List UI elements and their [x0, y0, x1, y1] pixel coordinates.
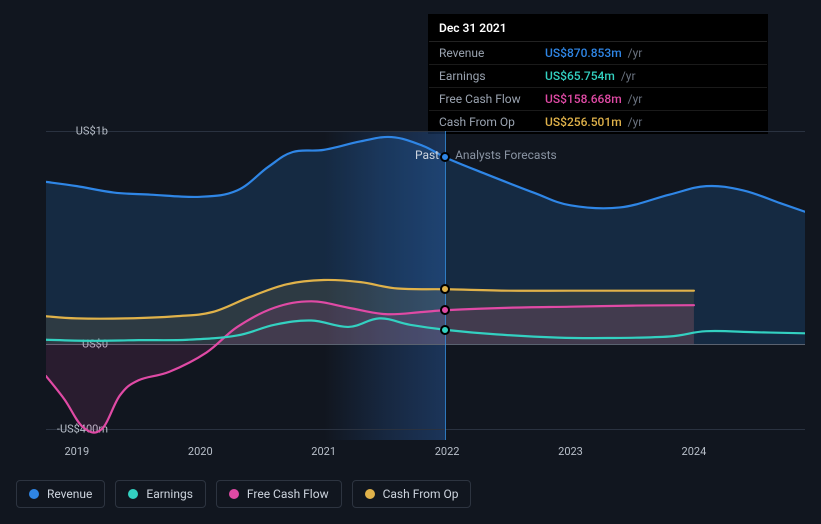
tooltip-value: US$158.668m [545, 92, 622, 106]
legend-label: Free Cash Flow [247, 487, 329, 501]
section-label-past: Past [415, 148, 439, 162]
tooltip-value: US$870.853m [545, 46, 622, 60]
hover-tooltip: Dec 31 2021 Revenue US$870.853m /yr Earn… [428, 14, 768, 134]
legend-item-earnings[interactable]: Earnings [115, 480, 206, 508]
tooltip-unit: /yr [621, 69, 636, 83]
hover-marker-revenue [440, 152, 450, 162]
tooltip-value: US$65.754m [545, 69, 615, 83]
x-axis-label: 2020 [188, 445, 213, 458]
tooltip-unit: /yr [628, 92, 643, 106]
legend-label: Cash From Op [383, 487, 459, 501]
tooltip-label: Earnings [439, 69, 539, 83]
x-axis-label: 2021 [311, 445, 336, 458]
x-axis-label: 2023 [558, 445, 583, 458]
tooltip-row-earnings: Earnings US$65.754m /yr [429, 65, 767, 88]
financials-chart[interactable]: US$1bUS$0-US$400m20192020202120222023202… [16, 120, 805, 460]
tooltip-unit: /yr [628, 46, 643, 60]
x-axis-label: 2024 [682, 445, 707, 458]
plot-area[interactable]: US$1bUS$0-US$400m20192020202120222023202… [46, 120, 805, 440]
series-svg [46, 120, 805, 440]
legend-dot [229, 489, 239, 499]
hover-marker-cash_op [440, 284, 450, 294]
tooltip-row-revenue: Revenue US$870.853m /yr [429, 42, 767, 65]
legend-item-revenue[interactable]: Revenue [16, 480, 105, 508]
legend-label: Earnings [146, 487, 193, 501]
legend-item-cashop[interactable]: Cash From Op [352, 480, 472, 508]
x-axis-label: 2022 [435, 445, 460, 458]
hover-marker-fcf [440, 305, 450, 315]
hover-marker-earnings [440, 325, 450, 335]
legend-dot [128, 489, 138, 499]
tooltip-label: Revenue [439, 46, 539, 60]
legend-item-fcf[interactable]: Free Cash Flow [216, 480, 342, 508]
legend: Revenue Earnings Free Cash Flow Cash Fro… [16, 480, 471, 508]
tooltip-date: Dec 31 2021 [429, 15, 767, 42]
tooltip-label: Free Cash Flow [439, 92, 539, 106]
tooltip-row-fcf: Free Cash Flow US$158.668m /yr [429, 88, 767, 111]
legend-label: Revenue [47, 487, 92, 501]
legend-dot [365, 489, 375, 499]
section-label-forecast: Analysts Forecasts [455, 148, 557, 162]
legend-dot [29, 489, 39, 499]
x-axis-label: 2019 [64, 445, 89, 458]
